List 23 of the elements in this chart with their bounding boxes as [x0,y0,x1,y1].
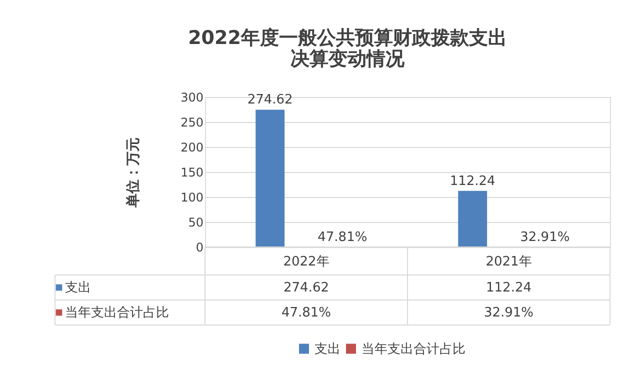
data-label: 32.91% [484,306,534,320]
data-label: 112.24 [486,280,532,296]
y-tick-label: 300 [180,90,204,104]
y-tick-label: 150 [180,166,204,180]
text: 支出 [65,280,91,296]
text: 47.81% [318,230,368,245]
y-tick-label: 50 [188,216,204,230]
y-tick-label: 100 [180,190,204,204]
y-axis-title: 单位：万元 [126,138,142,208]
legend-label: 支出 [314,342,340,357]
legend-label: 当年支出合计占比 [362,342,466,357]
data-label: 274.62 [284,280,329,296]
y-tick-label: 0 [196,240,204,254]
data-label: 47.81% [281,306,332,320]
y-tick-label: 200 [180,140,204,154]
chart-title: 2022年度一般公共预算财政拨款支出决算变动情况 [188,27,507,70]
x-tick-label: 2022年 [283,254,330,270]
text: 112.24 [450,174,496,189]
y-tick-label: 250 [180,116,204,130]
x-tick-label: 2021年 [486,254,532,270]
text: 当年支出合计占比 [65,306,169,320]
text: 32.91% [520,230,570,245]
text: 274.62 [247,92,293,108]
